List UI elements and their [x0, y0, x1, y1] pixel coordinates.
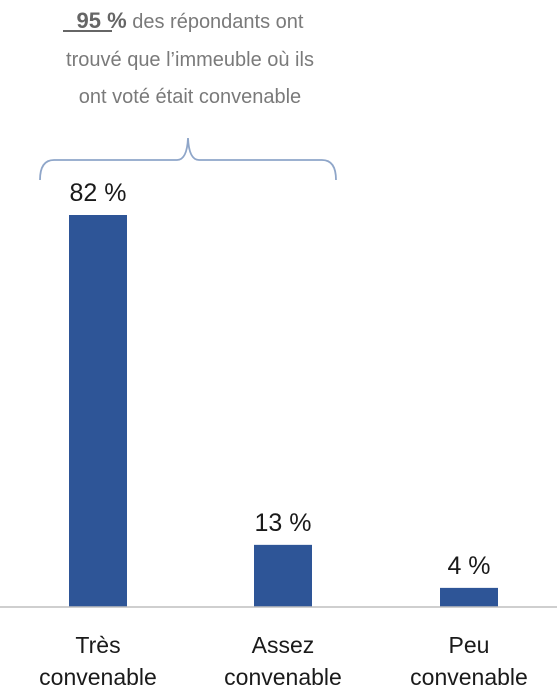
annotation-line1-rest: des répondants ont [127, 11, 304, 33]
category-labels-layer: Très convenable Assez convenable Peu convenab… [39, 632, 528, 690]
bars-layer [69, 215, 498, 607]
category-label-3: Peu convenable [410, 632, 528, 690]
annotation-bracket [39, 137, 337, 181]
bar-3 [440, 587, 498, 607]
bar-1 [69, 215, 127, 607]
annotation-line3: ont voté était convenable [79, 86, 301, 108]
value-label-3: 4 % [447, 552, 490, 580]
bar-2 [254, 544, 312, 607]
category-label-1: Très convenable [39, 632, 157, 690]
annotation-highlight: 95 % [77, 8, 127, 33]
svg-text:95 % des répondants ont: 95 % des répondants ont [77, 8, 304, 33]
value-label-2: 13 % [255, 509, 312, 537]
annotation: 95 % des répondants ont trouvé que l’imm… [39, 8, 337, 181]
value-labels-layer: 82 % 13 % 4 % [70, 179, 491, 580]
value-label-1: 82 % [70, 179, 127, 207]
category-label-2: Assez convenable [224, 632, 342, 690]
annotation-line2: trouvé que l’immeuble où ils [66, 49, 314, 71]
